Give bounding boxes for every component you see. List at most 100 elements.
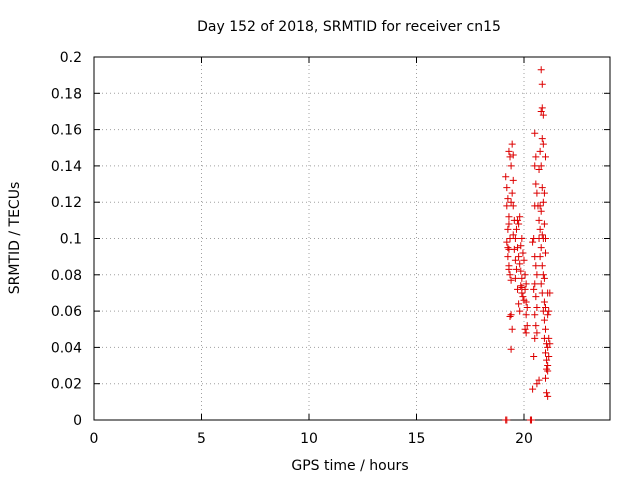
data-point [535, 166, 543, 174]
data-point [514, 216, 522, 224]
data-point [544, 343, 552, 351]
data-point [522, 298, 530, 306]
y-tick-label: 0.12 [51, 195, 82, 211]
data-point [540, 189, 548, 197]
data-point [514, 244, 522, 252]
data-point [530, 352, 538, 360]
x-tick-labels: 0 5 10 15 20 [90, 431, 533, 447]
data-point [538, 135, 546, 143]
data-point [539, 198, 547, 206]
data-point [532, 153, 540, 161]
data-point [533, 329, 541, 337]
data-point [539, 111, 547, 119]
x-tick-label: 10 [300, 431, 318, 447]
data-point [537, 107, 545, 115]
data-point [517, 282, 525, 290]
data-point [528, 416, 536, 424]
data-point [544, 311, 552, 319]
data-point [540, 220, 548, 228]
y-tick-label: 0.2 [60, 50, 82, 66]
y-tick-label: 0.06 [51, 304, 82, 320]
data-point [512, 265, 520, 273]
data-point [537, 244, 545, 252]
data-point [522, 329, 530, 337]
data-point [533, 271, 541, 279]
data-point [502, 173, 510, 181]
data-point [504, 225, 512, 233]
data-point [537, 66, 545, 74]
data-point [542, 349, 549, 357]
data-point [515, 220, 523, 228]
data-point [539, 140, 547, 148]
data-point [538, 184, 546, 192]
data-point [509, 176, 517, 184]
data-point [519, 293, 527, 301]
data-point [533, 380, 541, 388]
x-axis-label: GPS time / hours [291, 458, 408, 474]
data-point [512, 225, 520, 233]
x-tick-label: 15 [408, 431, 426, 447]
data-point [531, 311, 539, 319]
data-point [503, 238, 511, 246]
data-point [544, 367, 552, 375]
data-point [536, 253, 544, 261]
data-point [506, 153, 514, 161]
data-point [503, 184, 511, 192]
data-point [529, 238, 537, 246]
data-point [515, 253, 523, 261]
data-point [535, 235, 543, 242]
data-point [535, 216, 543, 224]
data-point [537, 207, 545, 215]
data-point [508, 140, 516, 148]
data-point [532, 293, 540, 301]
data-points [502, 66, 554, 424]
data-point [530, 285, 538, 293]
data-point [536, 147, 544, 155]
data-point [505, 213, 513, 221]
data-point [522, 311, 530, 319]
data-point [505, 265, 513, 273]
y-tick-label: 0.1 [60, 232, 82, 248]
data-point [507, 345, 515, 353]
data-point [522, 280, 530, 288]
data-point [532, 322, 540, 330]
data-point [503, 416, 511, 424]
data-point [511, 274, 519, 282]
data-point [544, 392, 552, 400]
data-point [545, 352, 553, 360]
data-point [521, 271, 529, 279]
y-tick-label: 0.16 [51, 123, 82, 139]
data-point [546, 340, 554, 348]
data-point [506, 313, 514, 321]
data-point [545, 307, 553, 315]
data-point [529, 385, 537, 393]
data-point [509, 151, 517, 159]
data-point [542, 374, 549, 382]
data-point [504, 244, 512, 252]
data-point [509, 231, 517, 239]
data-point [515, 300, 523, 308]
data-point [517, 242, 525, 250]
data-point [510, 245, 518, 253]
data-point [507, 276, 515, 284]
data-point [518, 284, 526, 292]
data-point [540, 274, 548, 282]
data-point [546, 289, 554, 297]
data-point [531, 334, 539, 342]
data-point [511, 256, 519, 264]
data-point [538, 104, 546, 112]
chart-title: Day 152 of 2018, SRMTID for receiver cn1… [197, 19, 501, 35]
data-point [533, 189, 541, 197]
data-point [507, 162, 515, 170]
data-point [531, 129, 539, 137]
x-tick-label: 0 [90, 431, 99, 447]
data-point [506, 235, 514, 242]
data-point [518, 274, 526, 282]
data-point [542, 249, 549, 257]
plot-frame [93, 56, 611, 421]
data-point [543, 365, 551, 373]
data-point [532, 180, 540, 188]
x-tick-label: 20 [515, 431, 533, 447]
data-point [521, 325, 529, 333]
